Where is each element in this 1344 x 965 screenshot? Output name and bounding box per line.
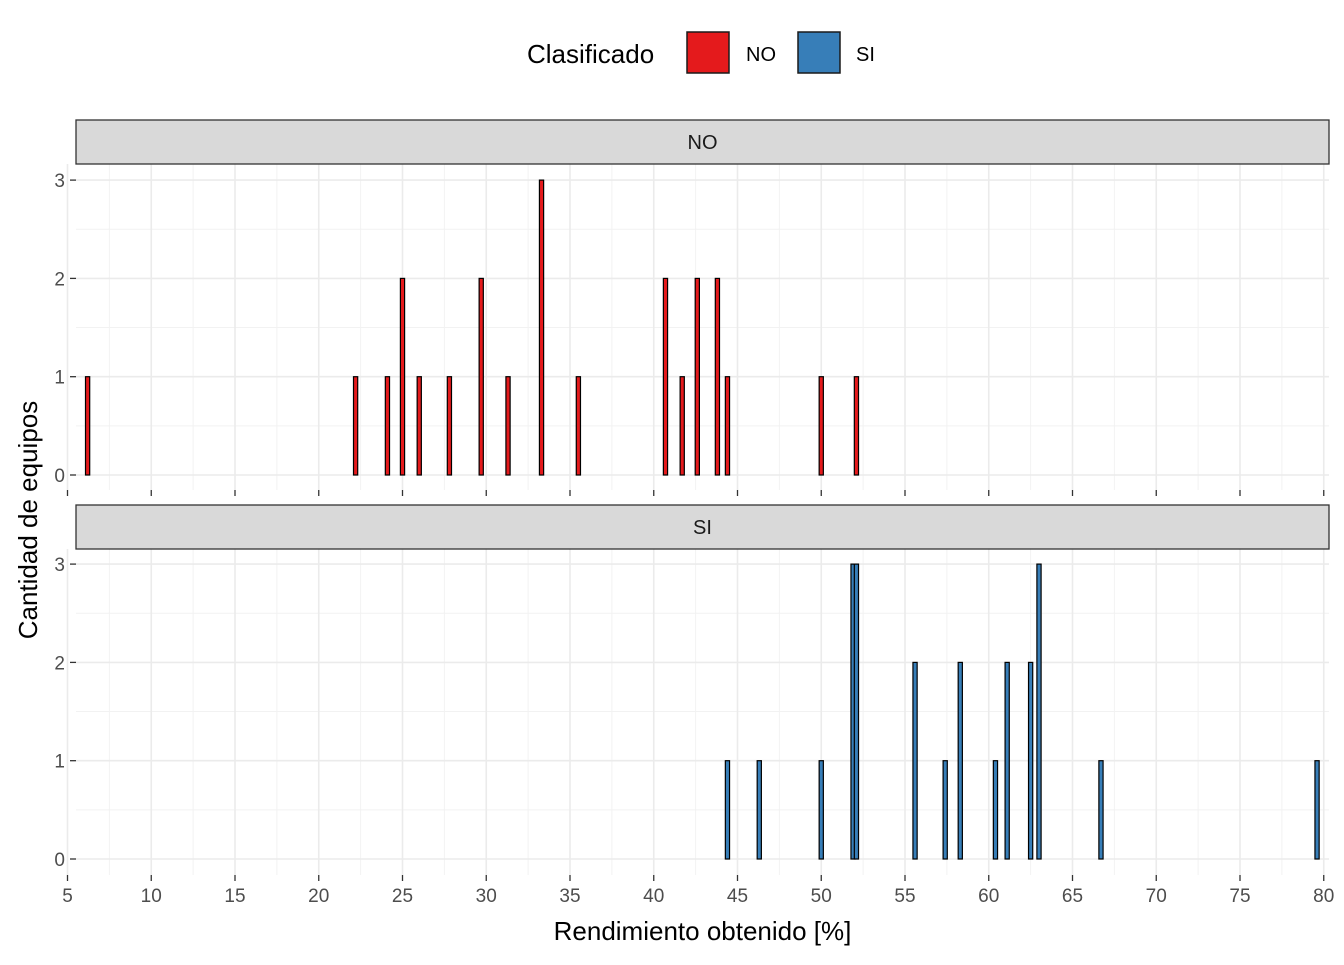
- facet-strip-no: [75, 119, 1330, 165]
- x-tick-label: 65: [1062, 886, 1083, 907]
- bar: [912, 661, 918, 860]
- y-axis-title: Cantidad de equipos: [13, 401, 43, 640]
- bar: [818, 376, 824, 476]
- legend-label-no: NO: [746, 44, 776, 66]
- bar: [1027, 661, 1034, 860]
- x-tick-label: 50: [811, 886, 832, 907]
- x-tick-label: 40: [643, 886, 664, 907]
- bar: [446, 376, 453, 476]
- x-tick-label: 45: [727, 886, 748, 907]
- bar: [679, 376, 685, 476]
- y-tick-label: 1: [54, 752, 65, 773]
- bar: [384, 376, 391, 476]
- x-axis-title: Rendimiento obtenido [%]: [554, 916, 852, 946]
- bar: [756, 760, 762, 860]
- facet-strip-si: [75, 504, 1330, 550]
- bar: [352, 376, 359, 476]
- legend-key-si: [797, 31, 841, 74]
- bar: [416, 376, 422, 476]
- x-tick-label: 30: [476, 886, 497, 907]
- y-tick-label: 1: [54, 368, 65, 389]
- bar: [1036, 563, 1042, 860]
- bar: [694, 277, 701, 476]
- bar: [714, 277, 721, 476]
- y-tick-label: 0: [54, 850, 65, 871]
- x-tick-label: 55: [894, 886, 915, 907]
- bar: [662, 277, 669, 476]
- y-tick-label: 2: [54, 269, 65, 290]
- bar: [818, 760, 824, 860]
- bar: [84, 376, 91, 476]
- bar: [724, 376, 731, 476]
- bar: [1004, 661, 1010, 860]
- x-tick-label: 10: [141, 886, 162, 907]
- x-tick-label: 25: [392, 886, 413, 907]
- legend-key-no: [686, 31, 730, 74]
- x-tick-label: 80: [1313, 886, 1334, 907]
- panel-no: NO 0 1 2 3: [54, 119, 1330, 496]
- x-tick-label: 70: [1146, 886, 1167, 907]
- bar: [724, 760, 731, 860]
- x-tick-label: 5: [62, 886, 73, 907]
- y-tick-label: 3: [54, 555, 65, 576]
- legend-label-si: SI: [856, 44, 875, 66]
- legend-title: Clasificado: [527, 39, 654, 69]
- bar: [505, 376, 511, 476]
- y-tick-label: 3: [54, 171, 65, 192]
- bar: [992, 760, 999, 860]
- bar: [1098, 760, 1104, 860]
- bar: [399, 277, 406, 476]
- bar: [853, 376, 860, 476]
- bar: [1314, 760, 1320, 860]
- y-tick-label: 0: [54, 466, 65, 487]
- bar: [957, 661, 963, 860]
- x-tick-label: 60: [978, 886, 999, 907]
- bar: [942, 760, 948, 860]
- x-tick-label: 35: [559, 886, 580, 907]
- x-tick-label: 20: [308, 886, 329, 907]
- x-tick-label: 15: [224, 886, 245, 907]
- y-tick-label: 2: [54, 653, 65, 674]
- facet-label-si: SI: [693, 517, 712, 539]
- bar: [575, 376, 582, 476]
- x-tick-label: 75: [1229, 886, 1250, 907]
- facet-label-no: NO: [688, 132, 718, 154]
- bar: [478, 277, 484, 476]
- bar: [538, 179, 545, 476]
- bar: [853, 563, 860, 860]
